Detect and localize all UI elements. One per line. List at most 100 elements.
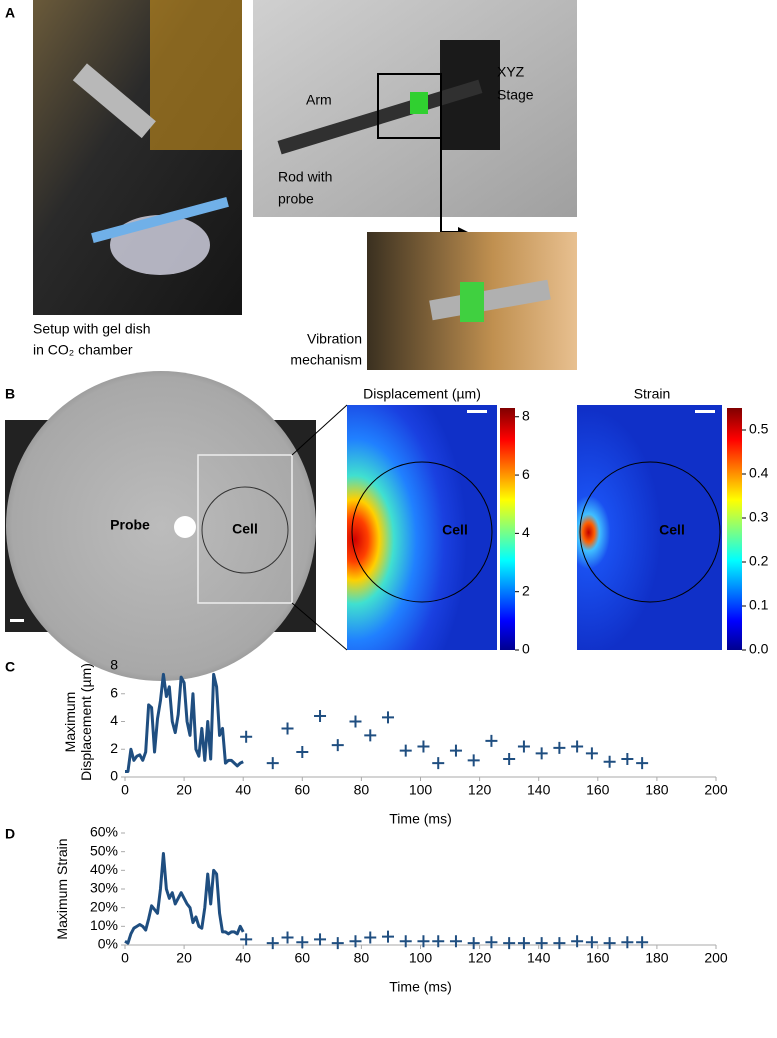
data-point (517, 740, 530, 753)
data-point (296, 746, 309, 759)
cell-outline (201, 486, 289, 574)
y-tick-label: 50% (90, 842, 118, 858)
data-point (432, 757, 445, 770)
photo-label: probe (278, 191, 314, 207)
colorbar-tick-label: 0.4 (749, 465, 769, 481)
data-point (381, 930, 394, 943)
data-point (417, 740, 430, 753)
colorbar-tick-label: 0.0 (749, 641, 769, 657)
micrograph-dish (6, 371, 316, 681)
data-point (571, 740, 584, 753)
x-tick-label: 40 (235, 782, 251, 798)
data-point (266, 937, 279, 950)
image-label: Cell (442, 522, 468, 538)
x-tick-label: 20 (176, 782, 192, 798)
map-title: Strain (634, 386, 671, 402)
data-point (449, 935, 462, 948)
data-point (281, 722, 294, 735)
data-point (432, 935, 445, 948)
x-tick-label: 160 (586, 782, 610, 798)
y-tick-label: 60% (90, 824, 118, 840)
panel-label: B (5, 386, 15, 402)
x-tick-label: 160 (586, 950, 610, 966)
panel-label: A (5, 5, 15, 21)
y-tick-label: 0 (110, 768, 118, 784)
panel-label: D (5, 826, 15, 842)
data-point (503, 937, 516, 950)
data-point (636, 936, 649, 949)
strain-map (577, 405, 722, 650)
data-point (485, 936, 498, 949)
y-tick-label: 40% (90, 861, 118, 877)
data-point (553, 937, 566, 950)
colorbar-tick-label: 0.1 (749, 597, 769, 613)
y-tick-label: 2 (110, 740, 118, 756)
x-tick-label: 80 (354, 782, 370, 798)
x-tick-label: 60 (295, 950, 311, 966)
photo-label: mechanism (290, 352, 362, 368)
roi-box (197, 454, 293, 604)
data-point (399, 744, 412, 757)
data-point (331, 739, 344, 752)
x-tick-label: 200 (704, 782, 728, 798)
data-point (517, 937, 530, 950)
photo-detail (429, 279, 551, 321)
x-tick-label: 80 (354, 950, 370, 966)
panel-label: C (5, 659, 15, 675)
probe-spot (174, 516, 196, 538)
data-point (331, 937, 344, 950)
data-point (266, 757, 279, 770)
data-point (485, 734, 498, 747)
x-tick-label: 100 (409, 950, 433, 966)
x-tick-label: 60 (295, 782, 311, 798)
x-tick-label: 100 (409, 782, 433, 798)
photo-detail (72, 63, 156, 139)
x-tick-label: 140 (527, 950, 551, 966)
data-point (349, 715, 362, 728)
y-tick-label: 10% (90, 917, 118, 933)
x-tick-label: 140 (527, 782, 551, 798)
data-point (349, 935, 362, 948)
y-axis-label: Maximum Strain (54, 838, 70, 940)
y-tick-label: 6 (110, 684, 118, 700)
data-point (636, 757, 649, 770)
data-point (281, 931, 294, 944)
x-tick-label: 0 (121, 950, 129, 966)
photo-detail (460, 282, 484, 322)
data-point (417, 935, 430, 948)
colorbar (500, 408, 515, 650)
data-point (621, 752, 634, 765)
photo-label: Arm (306, 92, 332, 108)
data-point (381, 711, 394, 724)
data-point (621, 936, 634, 949)
data-point (467, 754, 480, 767)
photo-label: Rod with (278, 169, 332, 185)
data-point (240, 730, 253, 743)
colorbar (727, 408, 742, 650)
data-point (553, 741, 566, 754)
x-tick-label: 200 (704, 950, 728, 966)
data-point (585, 747, 598, 760)
data-point (314, 933, 327, 946)
data-line (124, 852, 245, 945)
data-point (399, 935, 412, 948)
scale-bar (10, 619, 24, 622)
data-point (240, 933, 253, 946)
data-point (585, 936, 598, 949)
x-tick-label: 20 (176, 950, 192, 966)
photo-caption: Setup with gel dish (33, 321, 151, 337)
image-label: Probe (110, 517, 150, 533)
photo-detail (150, 0, 242, 150)
image-label: Cell (659, 522, 685, 538)
x-tick-label: 0 (121, 782, 129, 798)
y-axis-label: Maximum Displacement (µm) (62, 662, 94, 781)
x-tick-label: 180 (645, 782, 669, 798)
data-point (535, 937, 548, 950)
scale-bar (695, 410, 715, 413)
x-axis-label: Time (ms) (389, 979, 451, 995)
zoom-box (377, 73, 442, 139)
cell-outline (351, 461, 493, 603)
colorbar-tick-label: 4 (522, 524, 530, 540)
data-point (535, 747, 548, 760)
